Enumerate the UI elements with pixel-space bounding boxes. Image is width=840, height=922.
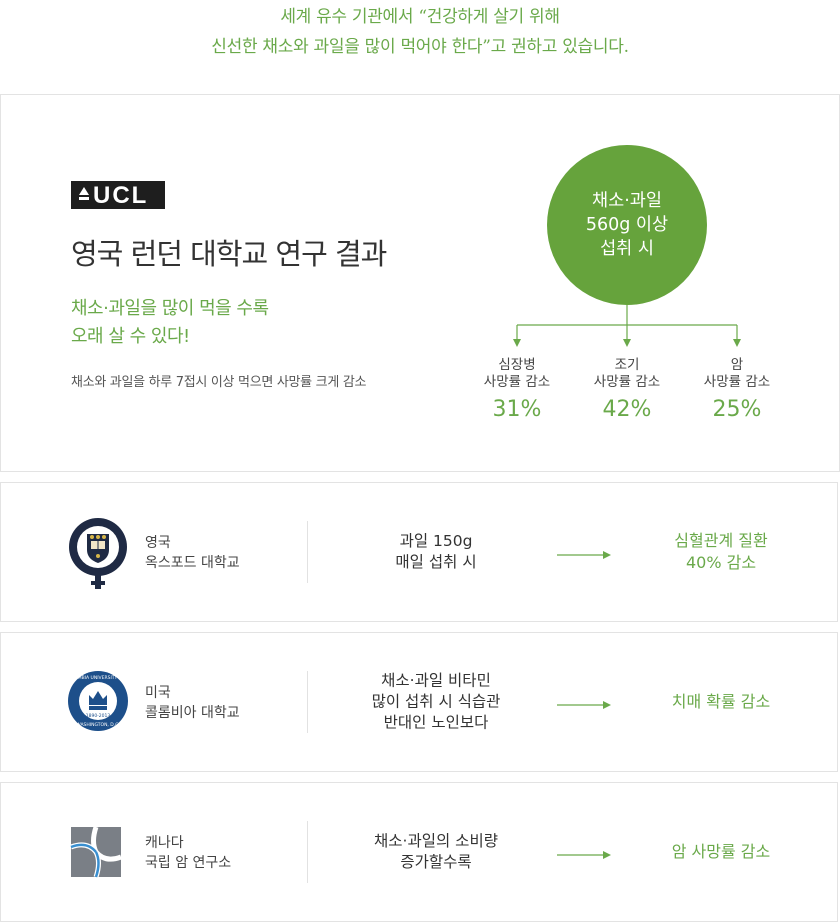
- seal-years-text: 1890-2013: [86, 713, 111, 719]
- row-divider: [307, 521, 308, 583]
- institution-country: 캐나다: [145, 835, 184, 851]
- ucl-subtitle: 채소·과일을 많이 먹을 수록 오래 살 수 있다!: [71, 295, 269, 351]
- institution-country: 영국: [145, 535, 171, 551]
- intro-line-2: 신선한 채소와 과일을 많이 먹어야 한다”고 권하고 있습니다.: [211, 37, 629, 57]
- condition-line-1: 채소·과일 비타민: [381, 671, 491, 690]
- institution-country: 미국: [145, 685, 171, 701]
- ucl-subtitle-line-1: 채소·과일을 많이 먹을 수록: [71, 298, 269, 319]
- branch-connector: [513, 305, 741, 347]
- institution-name: 옥스포드 대학교: [145, 555, 240, 571]
- stat-value-1: 31%: [492, 397, 542, 422]
- result-line-1: 암 사망률 감소: [671, 842, 771, 861]
- stat-label-2b: 사망률 감소: [593, 374, 661, 390]
- right-arrow-icon: [557, 851, 611, 859]
- condition-line-1: 과일 150g: [399, 532, 473, 550]
- stat-label-1b: 사망률 감소: [483, 374, 551, 390]
- stat-heart-disease: 심장병 사망률 감소 31%: [452, 357, 582, 422]
- study-condition: 채소·과일의 소비량 증가할수록: [331, 831, 541, 873]
- institution-name: 콜롬비아 대학교: [145, 705, 240, 721]
- circle-line-3: 섭취 시: [600, 239, 654, 259]
- seal-bottom-text: WASHINGTON, D.C.: [76, 722, 120, 728]
- study-row-oxford: 영국 옥스포드 대학교 과일 150g 매일 섭취 시 심혈관계 질환 40% …: [0, 482, 838, 622]
- study-row-canada: 캐나다 국립 암 연구소 채소·과일의 소비량 증가할수록 암 사망률 감소: [0, 782, 838, 922]
- condition-line-2: 증가할수록: [400, 853, 472, 871]
- result-line-1: 치매 확률 감소: [671, 692, 771, 711]
- ucl-subtitle-line-2: 오래 살 수 있다!: [71, 326, 190, 347]
- ucl-dash-icon: [79, 197, 89, 200]
- right-arrow-icon: [557, 551, 611, 559]
- condition-line-1: 채소·과일의 소비량: [374, 832, 498, 850]
- condition-line-2: 많이 섭취 시 식습관: [371, 692, 501, 711]
- result-line-1: 심혈관계 질환: [674, 531, 768, 550]
- branch-arrow-head-3: [733, 339, 741, 347]
- canada-institute-logo-icon: [70, 826, 122, 878]
- stat-label-3a: 암: [730, 357, 744, 373]
- result-line-2: 40% 감소: [685, 553, 757, 572]
- ucl-logo-text: UCL: [93, 182, 149, 209]
- ucl-logo: UCL: [71, 181, 165, 209]
- row-divider: [307, 821, 308, 883]
- stat-label-1a: 심장병: [498, 357, 536, 373]
- ucl-study-panel: UCL 영국 런던 대학교 연구 결과 채소·과일을 많이 먹을 수록 오래 살…: [0, 94, 840, 472]
- stat-value-2: 42%: [602, 397, 652, 422]
- institution-canada: 캐나다 국립 암 연구소: [145, 833, 231, 873]
- right-arrow-icon: [557, 701, 611, 709]
- row-divider: [307, 671, 308, 733]
- study-result: 심혈관계 질환 40% 감소: [621, 530, 821, 574]
- institution-columbia: 미국 콜롬비아 대학교: [145, 683, 240, 723]
- stat-early-death: 조기 사망률 감소 42%: [562, 357, 692, 422]
- intake-circle: 채소·과일 560g 이상 섭취 시: [547, 145, 707, 305]
- stat-label-2a: 조기: [614, 357, 640, 373]
- columbia-seal-icon: COLUMBIA UNIVERSITY CLUB WASHINGTON, D.C…: [67, 671, 129, 731]
- ucl-triangle-icon: [79, 187, 89, 195]
- stat-label-3b: 사망률 감소: [703, 374, 771, 390]
- study-result: 암 사망률 감소: [621, 841, 821, 863]
- study-condition: 채소·과일 비타민 많이 섭취 시 식습관 반대인 노인보다: [331, 671, 541, 734]
- institution-oxford: 영국 옥스포드 대학교: [145, 533, 240, 573]
- study-result: 치매 확률 감소: [621, 691, 821, 713]
- circle-line-2: 560g 이상: [585, 215, 669, 235]
- stat-cancer: 암 사망률 감소 25%: [672, 357, 802, 422]
- branch-arrow-head-2: [623, 339, 631, 347]
- branch-arrow-head-1: [513, 339, 521, 347]
- circle-line-1: 채소·과일: [592, 191, 662, 211]
- seal-ring-text: COLUMBIA UNIVERSITY CLUB: [67, 675, 129, 681]
- condition-line-3: 반대인 노인보다: [383, 713, 489, 732]
- ucl-title: 영국 런던 대학교 연구 결과: [71, 237, 387, 271]
- stat-value-3: 25%: [712, 397, 762, 422]
- study-row-columbia: COLUMBIA UNIVERSITY CLUB WASHINGTON, D.C…: [0, 632, 838, 772]
- institution-name: 국립 암 연구소: [145, 855, 232, 871]
- intro-line-1: 세계 유수 기관에서 “건강하게 살기 위해: [280, 7, 560, 27]
- ucl-note: 채소와 과일을 하루 7접시 이상 먹으면 사망률 크게 감소: [71, 375, 367, 390]
- oxford-crest-icon: [69, 518, 127, 589]
- study-condition: 과일 150g 매일 섭취 시: [331, 531, 541, 573]
- condition-line-2: 매일 섭취 시: [395, 553, 477, 571]
